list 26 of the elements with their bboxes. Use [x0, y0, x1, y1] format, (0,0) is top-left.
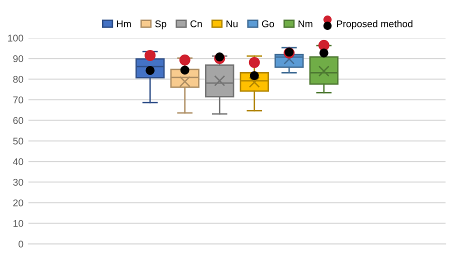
y-tick-label: 0 [18, 240, 24, 248]
point [248, 56, 260, 68]
y-tick-label: 10 [14, 220, 24, 227]
legend-label: Proposed method [337, 20, 412, 30]
point [179, 54, 190, 66]
point [319, 48, 328, 58]
y-tick-label: 40 [12, 158, 24, 166]
y-tick-label: 70 [13, 96, 24, 104]
y-tick-label: 80 [13, 76, 24, 83]
legend-label: Cn [190, 20, 202, 28]
legend-label: Sp [155, 20, 166, 30]
legend-label: Hm [117, 20, 131, 28]
y-tick-label: 90 [13, 55, 24, 62]
y-tick-label: 60 [13, 117, 24, 124]
point [180, 66, 190, 75]
y-tick-label: 50 [13, 138, 24, 145]
legend-label: Nu [226, 20, 238, 28]
legend-label: Go [262, 20, 274, 28]
point [215, 52, 224, 62]
legend-label: Nm [298, 20, 312, 28]
y-tick-label: 30 [13, 178, 24, 186]
y-tick-label: 20 [13, 199, 24, 206]
point [318, 40, 330, 51]
y-tick-label: 100 [8, 34, 24, 42]
point [144, 50, 156, 61]
point [250, 71, 259, 80]
